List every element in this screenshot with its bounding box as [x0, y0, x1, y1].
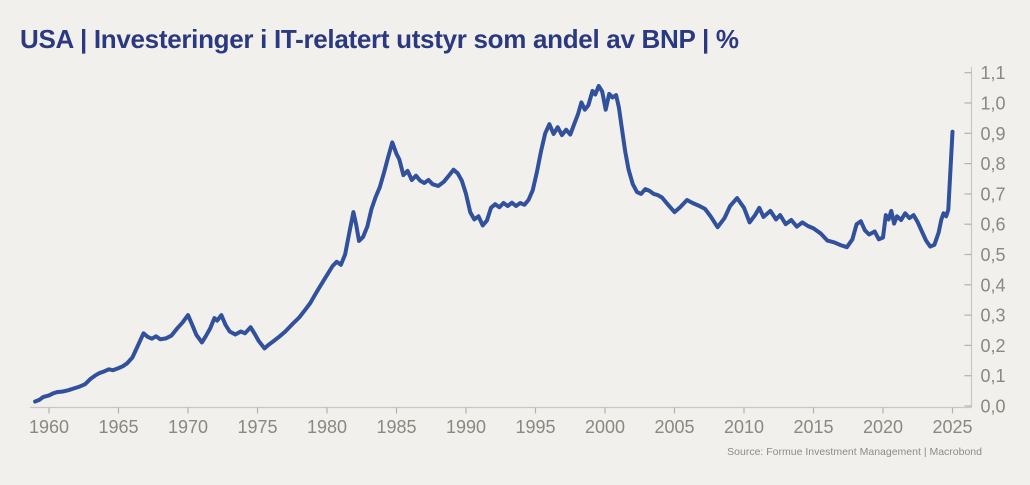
y-axis-tick-label: 1,0 [981, 94, 1006, 114]
page-title: USA | Investeringer i IT-relatert utstyr… [20, 24, 739, 54]
y-axis-tick-label: 0,2 [981, 336, 1006, 356]
x-axis-tick-label: 1980 [307, 417, 347, 437]
x-axis-tick-label: 2010 [724, 417, 764, 437]
x-axis-tick-label: 1960 [29, 417, 69, 437]
y-axis-tick-label: 0,8 [981, 154, 1006, 174]
x-axis-tick-label: 1985 [376, 417, 416, 437]
x-axis-tick-label: 1990 [446, 417, 486, 437]
y-axis-tick-label: 0,3 [981, 306, 1006, 326]
y-axis-tick-label: 0,5 [981, 245, 1006, 265]
y-axis-tick-label: 0,7 [981, 184, 1006, 204]
x-axis-tick-label: 2015 [793, 417, 833, 437]
y-axis-tick-label: 0,0 [981, 397, 1006, 417]
y-axis-tick-label: 0,9 [981, 124, 1006, 144]
y-axis-tick-label: 0,6 [981, 215, 1006, 235]
x-axis-tick-label: 2025 [932, 417, 972, 437]
y-axis-tick-label: 0,4 [981, 275, 1006, 295]
x-axis-tick-label: 1995 [515, 417, 555, 437]
source-attribution: Source: Formue Investment Management | M… [727, 446, 982, 458]
x-axis-tick-label: 2020 [863, 417, 903, 437]
x-axis-tick-label: 1975 [237, 417, 277, 437]
y-axis-tick-label: 0,1 [981, 366, 1006, 386]
y-axis-tick-label: 1,1 [981, 63, 1006, 83]
x-axis-tick-label: 2000 [585, 417, 625, 437]
x-axis-tick-label: 1970 [168, 417, 208, 437]
series-line [33, 84, 955, 404]
x-axis-tick-label: 2005 [654, 417, 694, 437]
x-axis-tick-label: 1965 [98, 417, 138, 437]
